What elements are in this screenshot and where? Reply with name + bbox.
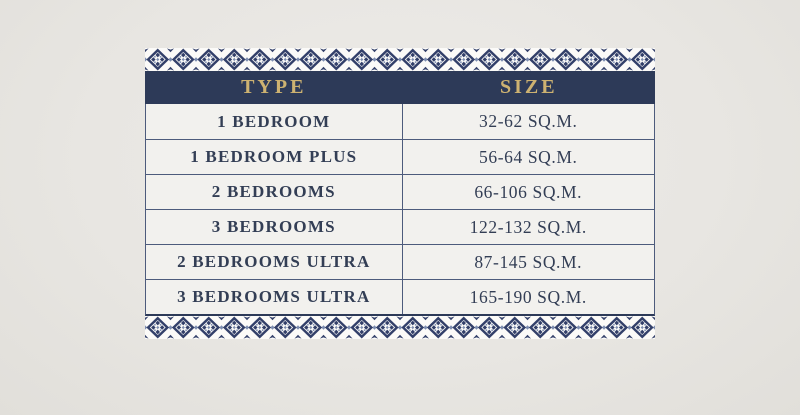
size-cell: 66-106 SQ.M. xyxy=(474,181,583,202)
size-cell: 87-145 SQ.M. xyxy=(474,251,583,272)
table-row: 1 BEDROOM 32-62 SQ.M. xyxy=(146,104,654,139)
column-header-size: SIZE xyxy=(499,76,558,98)
ornament-border-top xyxy=(145,48,655,71)
table-row: 3 BEDROOMS 122-132 SQ.M. xyxy=(146,209,654,244)
size-cell: 165-190 SQ.M. xyxy=(469,286,587,307)
type-cell: 1 BEDROOM xyxy=(146,104,403,139)
table-row: 3 BEDROOMS ULTRA 165-190 SQ.M. xyxy=(146,279,654,314)
type-cell: 2 BEDROOMS ULTRA xyxy=(146,245,403,279)
table-header-row: TYPE SIZE xyxy=(145,71,655,104)
type-cell: 3 BEDROOMS xyxy=(146,210,403,244)
table-row: 2 BEDROOMS ULTRA 87-145 SQ.M. xyxy=(146,244,654,279)
table-body: 1 BEDROOM 32-62 SQ.M. 1 BEDROOM PLUS 56-… xyxy=(145,104,655,316)
unit-size-table-card: TYPE SIZE 1 BEDROOM 32-62 SQ.M. 1 BEDROO… xyxy=(145,48,655,339)
size-cell: 122-132 SQ.M. xyxy=(469,216,587,237)
table-row: 2 BEDROOMS 66-106 SQ.M. xyxy=(146,174,654,209)
ornament-border-bottom xyxy=(145,316,655,339)
type-cell: 3 BEDROOMS ULTRA xyxy=(146,280,403,314)
size-cell: 32-62 SQ.M. xyxy=(479,111,578,131)
size-cell: 56-64 SQ.M. xyxy=(479,146,578,167)
type-cell: 2 BEDROOMS xyxy=(146,175,403,209)
column-header-type: TYPE xyxy=(241,76,307,98)
type-cell: 1 BEDROOM PLUS xyxy=(146,140,403,174)
table-row: 1 BEDROOM PLUS 56-64 SQ.M. xyxy=(146,139,654,174)
